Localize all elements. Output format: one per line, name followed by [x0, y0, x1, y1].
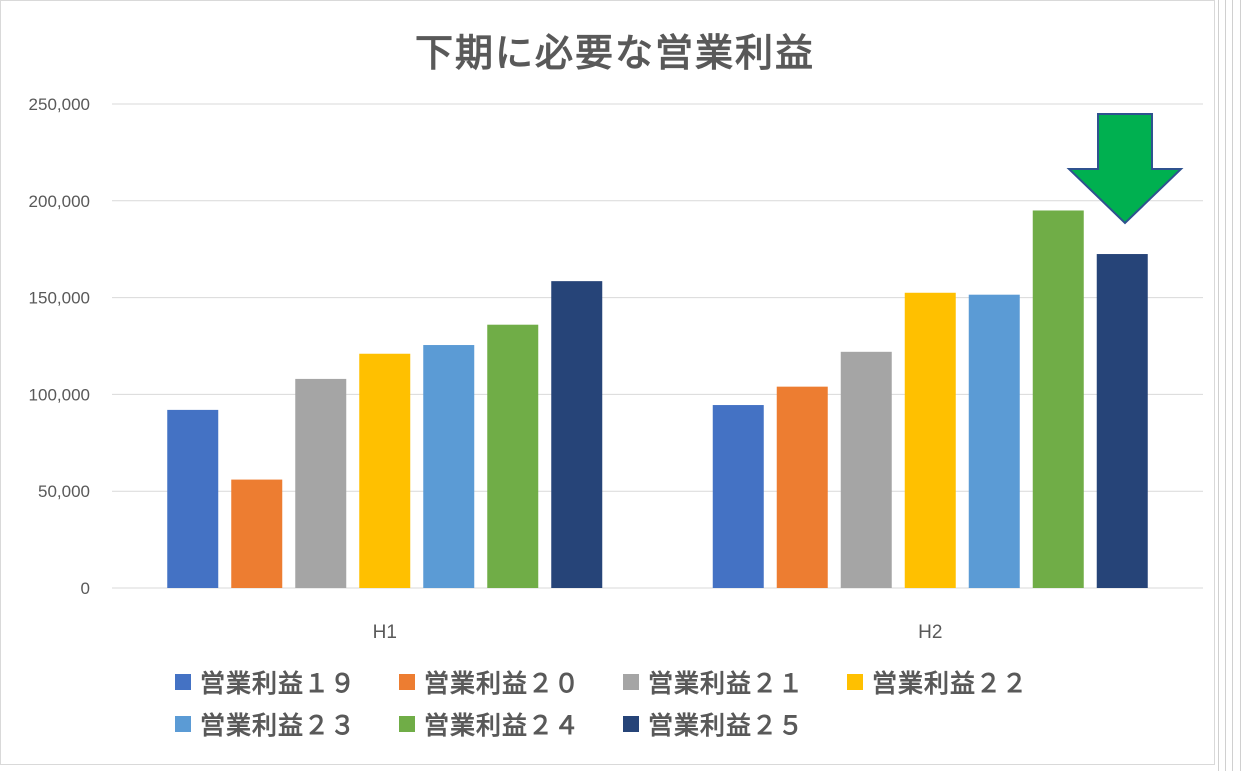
y-tick-label: 0	[81, 579, 90, 598]
page-edge-line	[1232, 0, 1233, 771]
legend-label: 営業利益２３	[200, 711, 357, 740]
legend-label: 営業利益２１	[648, 669, 805, 698]
legend-swatch	[847, 674, 863, 690]
legend-label: 営業利益２２	[872, 669, 1029, 698]
legend-item: 営業利益２５	[623, 706, 804, 742]
legend-swatch	[623, 716, 639, 732]
legend-swatch	[175, 716, 191, 732]
legend-swatch	[623, 674, 639, 690]
page-edge-line	[1240, 0, 1241, 771]
y-tick-label: 100,000	[29, 385, 90, 404]
bar-H1-6	[487, 324, 539, 588]
x-category-label: H1	[373, 622, 397, 643]
y-tick-label: 200,000	[29, 192, 90, 211]
bar-H2-2	[776, 386, 828, 588]
legend-item: 営業利益２０	[399, 664, 580, 700]
bar-H2-7	[1096, 254, 1148, 589]
legend-item: 営業利益２３	[175, 706, 356, 742]
legend-item: 営業利益２４	[399, 706, 580, 742]
bar-H2-1	[712, 405, 764, 588]
bar-H1-5	[423, 345, 475, 588]
legend-label: 営業利益２０	[424, 669, 581, 698]
x-category-label: H2	[918, 622, 942, 643]
bar-H2-5	[968, 294, 1020, 588]
chart-title: 下期に必要な営業利益	[414, 31, 815, 75]
bar-H1-7	[551, 281, 603, 588]
legend-label: 営業利益１９	[200, 669, 357, 698]
bar-H2-6	[1032, 210, 1084, 589]
bar-H1-3	[295, 378, 347, 588]
legend-item: 営業利益２１	[623, 664, 804, 700]
bar-H1-4	[359, 353, 411, 588]
down-arrow-icon	[1066, 113, 1184, 225]
legend-label: 営業利益２５	[648, 711, 805, 740]
y-tick-label: 50,000	[38, 482, 90, 501]
bar-H2-4	[904, 292, 956, 588]
page-edge-line	[1225, 0, 1226, 771]
legend-item: 営業利益２２	[847, 664, 1028, 700]
bar-H2-3	[840, 351, 892, 588]
chart-frame	[0, 0, 1215, 765]
y-tick-label: 150,000	[29, 289, 90, 308]
page-edge-line	[1218, 0, 1219, 771]
bar-H1-2	[231, 479, 283, 588]
legend-swatch	[399, 716, 415, 732]
legend-swatch	[175, 674, 191, 690]
legend-label: 営業利益２４	[424, 711, 581, 740]
y-tick-label: 250,000	[29, 95, 90, 114]
legend-item: 営業利益１９	[175, 664, 356, 700]
legend-swatch	[399, 674, 415, 690]
bar-H1-1	[167, 409, 219, 588]
